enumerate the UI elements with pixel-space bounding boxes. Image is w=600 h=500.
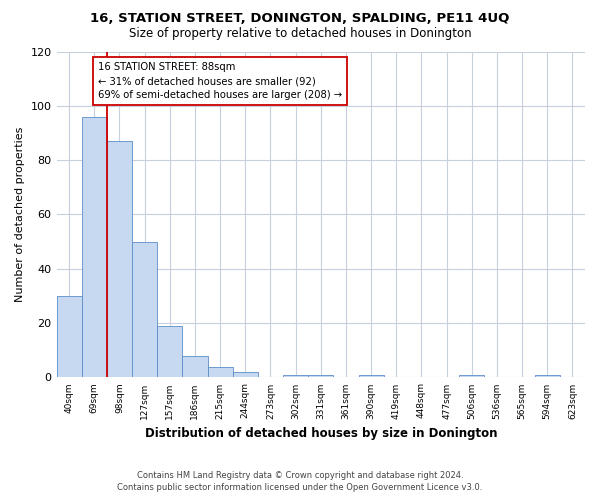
Bar xyxy=(308,374,334,378)
Bar xyxy=(459,374,484,378)
Text: Size of property relative to detached houses in Donington: Size of property relative to detached ho… xyxy=(128,28,472,40)
Bar xyxy=(182,356,208,378)
Bar xyxy=(233,372,258,378)
Text: Contains HM Land Registry data © Crown copyright and database right 2024.
Contai: Contains HM Land Registry data © Crown c… xyxy=(118,471,482,492)
Bar xyxy=(56,296,82,378)
Bar xyxy=(283,374,308,378)
Bar xyxy=(359,374,383,378)
Text: 16 STATION STREET: 88sqm
← 31% of detached houses are smaller (92)
69% of semi-d: 16 STATION STREET: 88sqm ← 31% of detach… xyxy=(98,62,342,100)
Bar xyxy=(132,242,157,378)
Bar xyxy=(157,326,182,378)
Y-axis label: Number of detached properties: Number of detached properties xyxy=(15,127,25,302)
Bar xyxy=(107,141,132,378)
Bar xyxy=(82,116,107,378)
X-axis label: Distribution of detached houses by size in Donington: Distribution of detached houses by size … xyxy=(145,427,497,440)
Bar xyxy=(208,366,233,378)
Bar xyxy=(535,374,560,378)
Text: 16, STATION STREET, DONINGTON, SPALDING, PE11 4UQ: 16, STATION STREET, DONINGTON, SPALDING,… xyxy=(91,12,509,26)
